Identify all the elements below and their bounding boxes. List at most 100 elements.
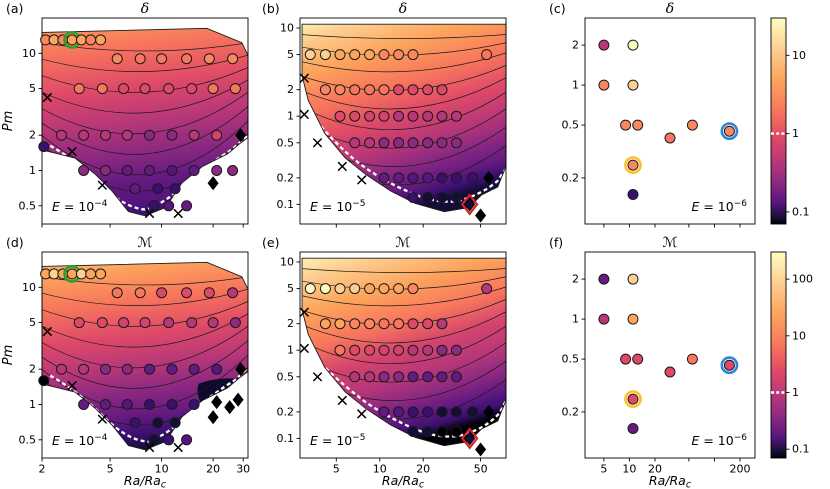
data-point <box>75 34 87 46</box>
data-point <box>144 129 155 141</box>
diamond-marker <box>464 431 476 446</box>
data-point <box>211 129 223 141</box>
data-point <box>407 426 419 437</box>
data-point <box>73 317 85 329</box>
data-point <box>620 353 632 365</box>
data-point <box>450 137 462 149</box>
data-point <box>229 83 241 95</box>
data-point <box>627 189 639 200</box>
x-tick-label: 5 <box>333 463 340 476</box>
data-point <box>450 110 462 122</box>
markers-d <box>38 264 247 453</box>
panel-letter-c: (c) <box>549 1 566 16</box>
data-point <box>75 268 87 280</box>
contour-line <box>300 268 506 272</box>
data-point <box>139 317 151 329</box>
y-tick-label: 2 <box>572 273 579 286</box>
data-point <box>95 268 107 280</box>
data-point <box>393 137 405 149</box>
data-point <box>227 287 239 299</box>
data-point <box>349 371 361 383</box>
data-point <box>334 318 346 330</box>
highlight-ring <box>460 193 479 216</box>
cross-marker <box>356 409 367 419</box>
data-point <box>378 344 390 356</box>
data-point <box>436 371 448 383</box>
highlight-ring <box>624 390 642 408</box>
data-point <box>229 317 241 329</box>
axes-frame-b <box>299 17 507 225</box>
cross-marker <box>67 146 77 157</box>
data-point <box>407 137 419 149</box>
data-point <box>407 406 419 418</box>
cross-marker <box>299 343 310 354</box>
data-point <box>378 172 390 184</box>
cross-marker <box>312 372 323 382</box>
data-point <box>627 39 639 51</box>
data-point <box>349 49 361 61</box>
data-point <box>378 406 390 418</box>
x-ticks-b <box>335 224 482 228</box>
x-ticks-e: 5 10 20 50 <box>333 458 488 476</box>
ekman-label-d: E = 10−4 <box>52 433 108 448</box>
data-point <box>632 353 644 365</box>
data-point <box>304 283 316 295</box>
data-point <box>450 406 462 418</box>
axes-frame-d <box>41 251 249 459</box>
cross-marker <box>144 442 155 453</box>
data-point <box>393 172 405 184</box>
data-point <box>407 344 419 356</box>
data-point <box>319 283 331 295</box>
data-point <box>436 406 448 418</box>
data-point <box>156 287 168 299</box>
data-point <box>467 406 479 418</box>
data-point <box>393 344 405 356</box>
data-point <box>349 283 361 295</box>
data-point <box>393 49 405 61</box>
data-point <box>56 363 67 375</box>
diamond-marker <box>207 176 219 191</box>
x-tick-label: 10 <box>622 463 636 476</box>
markers-a <box>38 31 247 219</box>
data-point <box>95 34 107 46</box>
data-point <box>166 399 178 410</box>
data-point <box>407 192 419 203</box>
data-point <box>407 172 419 184</box>
data-point <box>627 313 639 325</box>
data-point <box>598 39 610 51</box>
data-point <box>188 129 200 141</box>
data-point <box>664 366 676 378</box>
data-point <box>364 371 376 383</box>
x-tick-label: 10 <box>373 463 387 476</box>
data-point <box>188 363 200 375</box>
markers-e <box>299 283 495 457</box>
data-point <box>78 165 90 176</box>
data-point <box>304 49 316 61</box>
diamond-marker <box>232 392 244 407</box>
data-point <box>166 129 178 141</box>
cross-marker <box>356 175 367 185</box>
data-point <box>407 283 419 295</box>
data-point <box>349 110 361 122</box>
x-ticks-a <box>41 224 244 228</box>
y-tick-label: 1 <box>287 110 294 123</box>
y-tick-label: 0.5 <box>277 136 295 149</box>
y-tick-label: 0.2 <box>562 405 580 418</box>
colorbar-tick-label: 10 <box>792 329 806 342</box>
data-point <box>163 317 175 329</box>
contour-line <box>42 80 248 113</box>
data-point <box>627 423 639 434</box>
data-point <box>144 363 155 375</box>
data-point <box>100 399 111 410</box>
y-tick-label: 5 <box>287 48 294 61</box>
panel-title-d: ℳ <box>138 235 153 251</box>
x-tick-label: 20 <box>416 463 430 476</box>
data-point <box>211 363 223 375</box>
cross-marker <box>337 161 348 172</box>
data-point <box>334 84 346 96</box>
diamond-marker <box>483 170 495 185</box>
data-point <box>334 344 346 356</box>
data-point <box>207 317 219 329</box>
x-tick-label: 20 <box>648 463 662 476</box>
